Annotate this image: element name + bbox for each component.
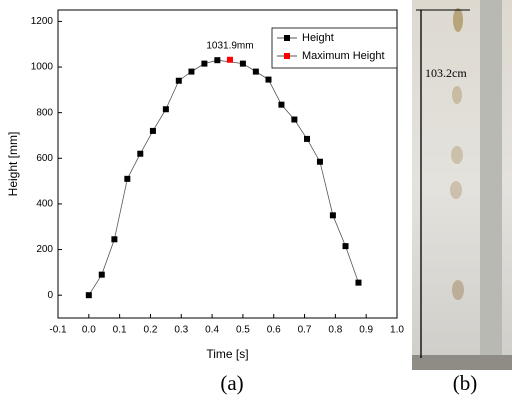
y-tick-label: 1000: [31, 62, 54, 73]
legend-marker: [284, 53, 290, 59]
ball: [451, 146, 463, 164]
y-tick-label: 1200: [31, 16, 54, 27]
x-tick-label: 0.9: [359, 325, 373, 336]
data-point: [124, 175, 131, 182]
x-tick-label: 1.0: [390, 325, 404, 336]
x-tick-label: 0.0: [82, 325, 96, 336]
data-point: [201, 60, 208, 67]
x-tick-label: 0.6: [267, 325, 281, 336]
annotation: 1031.9mm: [206, 40, 253, 51]
legend-label: Maximum Height: [302, 50, 385, 62]
ball: [452, 280, 464, 300]
y-tick-label: 400: [36, 199, 53, 210]
x-axis-label: Time [s]: [206, 347, 248, 361]
data-point: [188, 68, 195, 75]
legend-label: Height: [302, 32, 334, 44]
data-point: [111, 236, 118, 243]
y-tick-label: 0: [47, 290, 53, 301]
caption: (a): [220, 371, 243, 395]
data-point: [252, 68, 259, 75]
data-point: [98, 271, 105, 278]
x-tick-label: 0.3: [174, 325, 188, 336]
x-tick-label: 0.2: [144, 325, 158, 336]
caption: (b): [453, 371, 478, 395]
data-point: [214, 57, 221, 64]
data-point: [85, 292, 92, 299]
ruler: [480, 0, 502, 370]
data-point: [137, 150, 144, 157]
data-point: [239, 60, 246, 67]
data-point: [355, 279, 362, 286]
data-point: [291, 116, 298, 123]
data-point: [265, 76, 272, 83]
photo: 103.2cm: [412, 0, 512, 370]
photo-annotation: 103.2cm: [425, 66, 467, 80]
data-point: [226, 56, 233, 63]
data-point: [304, 135, 311, 142]
data-point: [162, 106, 169, 113]
y-axis-label: Height [mm]: [6, 132, 20, 197]
legend-box: [271, 27, 398, 69]
x-tick-label: 0.8: [328, 325, 342, 336]
ball: [450, 181, 462, 199]
x-tick-label: 0.4: [205, 325, 219, 336]
data-point: [149, 127, 156, 134]
y-tick-label: 800: [36, 107, 53, 118]
x-tick-label: 0.5: [236, 325, 250, 336]
legend-marker: [284, 35, 290, 41]
data-point: [278, 101, 285, 108]
y-tick-label: 600: [36, 153, 53, 164]
plot-frame: [57, 9, 398, 319]
ball: [452, 86, 462, 104]
x-tick-label: 0.1: [113, 325, 127, 336]
data-point: [342, 243, 349, 250]
data-point: [316, 158, 323, 165]
ball: [453, 8, 463, 32]
x-tick-label: 0.7: [298, 325, 312, 336]
data-point: [175, 77, 182, 84]
floor: [412, 355, 512, 370]
data-point: [329, 212, 336, 219]
y-tick-label: 200: [36, 244, 53, 255]
x-tick-label: -0.1: [49, 325, 67, 336]
